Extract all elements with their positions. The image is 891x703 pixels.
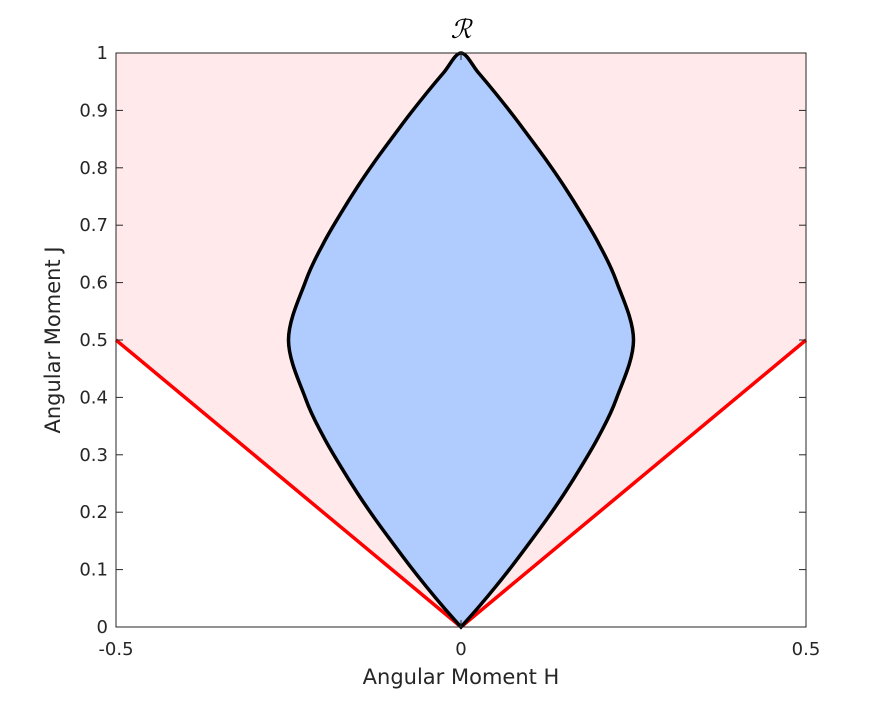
- y-tick-label: 0.5: [79, 330, 108, 351]
- y-tick-label: 0.1: [79, 560, 108, 581]
- y-tick-label: 0.9: [79, 100, 108, 121]
- y-tick-label: 0.3: [79, 445, 108, 466]
- y-tick-label: 0: [97, 617, 108, 638]
- ticks-layer: -0.5 0 0.500.10.20.30.40.50.60.70.80.91: [79, 43, 820, 660]
- x-tick-label: 0.5: [792, 639, 821, 660]
- y-tick-label: 0.6: [79, 273, 108, 294]
- x-tick-label: -0.5: [98, 639, 133, 660]
- y-axis-label: Angular Moment J: [41, 246, 65, 433]
- x-axis-label: Angular Moment H: [363, 665, 560, 689]
- y-tick-label: 0.7: [79, 215, 108, 236]
- y-tick-label: 0.8: [79, 158, 108, 179]
- y-tick-label: 0.4: [79, 387, 108, 408]
- y-tick-label: 0.2: [79, 502, 108, 523]
- x-tick-label: 0: [455, 639, 466, 660]
- chart-title: ℛ: [451, 15, 474, 45]
- y-tick-label: 1: [97, 43, 108, 64]
